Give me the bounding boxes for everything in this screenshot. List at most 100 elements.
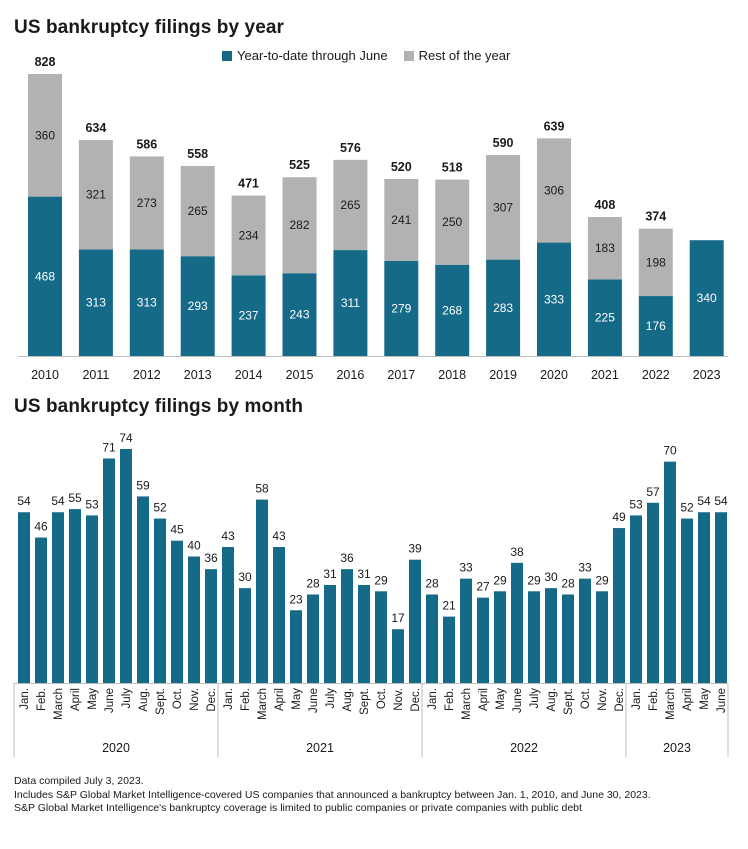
tick-month-30: July <box>529 688 541 709</box>
tick-month-33: Oct. <box>580 688 592 709</box>
label-ytd-2012: 313 <box>137 296 157 310</box>
label-total-2022: 374 <box>645 210 666 224</box>
tick-month-15: April <box>274 688 286 711</box>
label-month-30: 29 <box>527 573 541 587</box>
group-label-2022: 2022 <box>510 741 538 755</box>
label-month-8: 52 <box>153 501 167 515</box>
tick-year-2017: 2017 <box>387 368 415 382</box>
tick-month-26: March <box>461 688 473 720</box>
legend-item-ytd: Year-to-date through June <box>222 48 388 63</box>
label-month-17: 28 <box>306 576 320 590</box>
tick-month-8: Sept. <box>155 688 167 715</box>
bar-month-21 <box>375 591 387 683</box>
tick-month-38: March <box>665 688 677 720</box>
label-ytd-2019: 283 <box>493 301 513 315</box>
bar-month-31 <box>545 588 557 683</box>
label-month-24: 28 <box>425 576 439 590</box>
tick-month-11: Dec. <box>206 688 218 712</box>
tick-month-1: Feb. <box>36 688 48 711</box>
label-rest-2019: 307 <box>493 200 513 214</box>
label-month-25: 21 <box>442 599 456 613</box>
legend: Year-to-date through June Rest of the ye… <box>222 48 526 63</box>
yearly-chart-title: US bankruptcy filings by year <box>14 17 285 38</box>
bar-month-22 <box>392 629 404 683</box>
bar-ytd-2023 <box>689 240 724 356</box>
bar-ytd-2013 <box>180 256 215 356</box>
tick-month-37: Feb. <box>648 688 660 711</box>
tick-year-2018: 2018 <box>438 368 466 382</box>
label-month-41: 54 <box>714 494 728 508</box>
bar-rest-2013 <box>180 165 215 257</box>
bar-ytd-2011 <box>78 249 113 356</box>
tick-month-4: May <box>87 688 99 710</box>
label-total-2014: 471 <box>238 177 259 191</box>
tick-month-34: Nov. <box>597 688 609 711</box>
label-ytd-2022: 176 <box>646 319 666 333</box>
tick-year-2022: 2022 <box>642 368 670 382</box>
label-total-2021: 408 <box>594 198 615 212</box>
bar-rest-2010 <box>28 74 62 197</box>
label-ytd-2021: 225 <box>595 311 615 325</box>
bar-month-12 <box>222 547 234 683</box>
label-month-9: 45 <box>170 523 184 537</box>
bar-month-28 <box>494 591 506 683</box>
group-label-2021: 2021 <box>306 741 334 755</box>
label-month-14: 58 <box>255 482 269 496</box>
bar-month-26 <box>460 578 472 683</box>
bar-rest-2019 <box>486 155 521 260</box>
label-rest-2018: 250 <box>442 215 462 229</box>
tick-month-12: Jan. <box>223 688 235 710</box>
tick-year-2021: 2021 <box>591 368 619 382</box>
label-ytd-2013: 293 <box>188 299 208 313</box>
bar-month-39 <box>681 518 693 683</box>
label-month-21: 29 <box>374 573 388 587</box>
bar-month-13 <box>239 588 251 683</box>
bar-month-1 <box>35 537 47 683</box>
tick-year-2019: 2019 <box>489 368 517 382</box>
label-month-26: 33 <box>459 561 473 575</box>
label-month-15: 43 <box>272 529 286 543</box>
tick-year-2012: 2012 <box>133 368 161 382</box>
bar-ytd-2012 <box>129 249 164 356</box>
tick-month-17: June <box>308 688 320 713</box>
label-total-2013: 558 <box>187 147 208 161</box>
label-rest-2014: 234 <box>239 228 259 242</box>
tick-month-7: Aug. <box>138 688 150 712</box>
label-month-40: 54 <box>697 494 711 508</box>
label-month-4: 53 <box>85 497 99 511</box>
label-month-12: 43 <box>221 529 235 543</box>
bar-month-4 <box>86 515 98 683</box>
tick-month-14: March <box>257 688 269 720</box>
tick-month-20: Sept. <box>359 688 371 715</box>
bar-month-10 <box>188 556 200 683</box>
label-month-6: 74 <box>119 431 133 445</box>
label-month-0: 54 <box>17 494 31 508</box>
footnotes: Data compiled July 3, 2023. Includes S&P… <box>14 775 734 816</box>
tick-month-25: Feb. <box>444 688 456 711</box>
note-coverage: Includes S&P Global Market Intelligence-… <box>14 788 651 801</box>
bar-ytd-2018 <box>435 264 470 356</box>
label-rest-2010: 360 <box>35 128 55 142</box>
label-month-23: 39 <box>408 542 422 556</box>
label-month-16: 23 <box>289 592 303 606</box>
tick-month-41: June <box>716 688 728 713</box>
label-rest-2022: 198 <box>646 255 666 269</box>
legend-swatch-rest <box>403 50 414 61</box>
label-rest-2016: 265 <box>340 198 360 212</box>
label-month-19: 36 <box>340 551 354 565</box>
label-rest-2017: 241 <box>391 213 411 227</box>
label-month-27: 27 <box>476 580 490 594</box>
label-month-35: 49 <box>612 510 626 524</box>
tick-month-19: Aug. <box>342 688 354 712</box>
label-total-2018: 518 <box>442 161 463 175</box>
bar-month-19 <box>341 569 353 683</box>
label-ytd-2011: 313 <box>86 296 106 310</box>
bar-rest-2021 <box>587 217 622 280</box>
label-ytd-2023: 340 <box>697 291 717 305</box>
tick-month-24: Jan. <box>427 688 439 710</box>
tick-month-29: June <box>512 688 524 713</box>
tick-month-5: June <box>104 688 116 713</box>
note-compiled: Data compiled July 3, 2023. <box>14 775 144 787</box>
tick-month-35: Dec. <box>614 688 626 712</box>
